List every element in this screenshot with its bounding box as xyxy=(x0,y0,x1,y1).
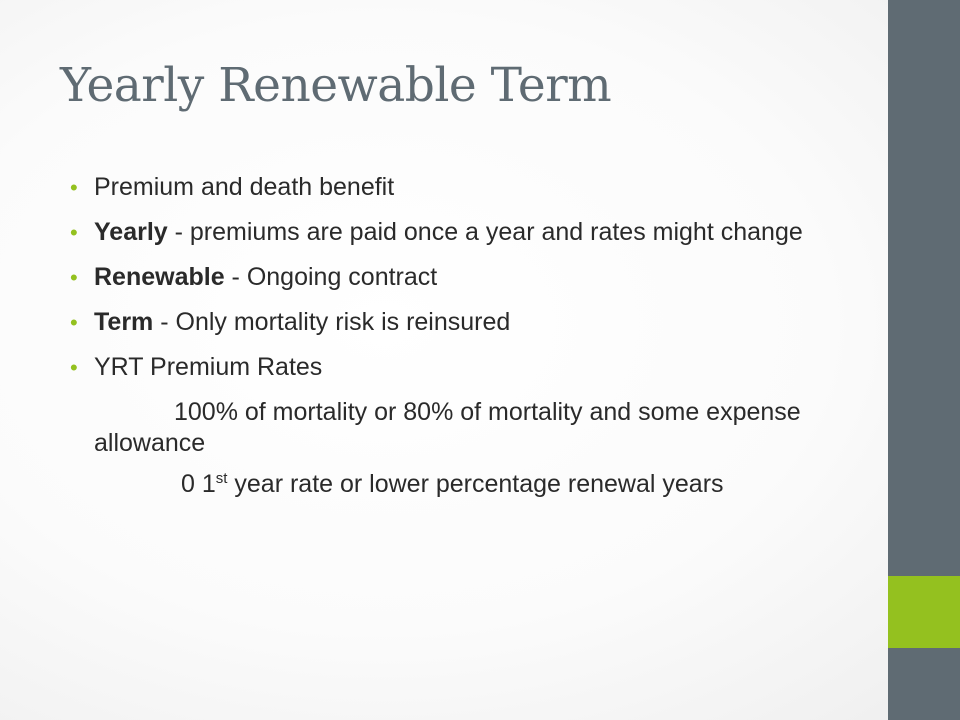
bullet-term: Term - Only mortality risk is reinsured xyxy=(70,307,840,338)
bullet-text: - Ongoing contract xyxy=(224,263,438,291)
accent-block xyxy=(888,576,960,648)
bullet-term: Term xyxy=(94,308,154,336)
bullet-renewable: Renewable - Ongoing contract xyxy=(70,262,840,293)
bullet-yearly: Yearly - premiums are paid once a year a… xyxy=(70,217,840,248)
slide-title: Yearly Renewable Term xyxy=(60,58,612,113)
bullet-text: YRT Premium Rates xyxy=(94,353,323,381)
bullet-yrt-premium-rates: YRT Premium Rates xyxy=(70,352,840,383)
sub-line-text: year rate or lower percentage renewal ye… xyxy=(227,470,724,498)
sub-line-first-year-rate: 0 1st year rate or lower percentage rene… xyxy=(70,469,840,500)
sub-line-mortality: 100% of mortality or 80% of mortality an… xyxy=(70,397,840,459)
bullet-list: Premium and death benefit Yearly - premi… xyxy=(70,172,840,510)
bullet-text: Premium and death benefit xyxy=(94,173,395,201)
bullet-premium-death-benefit: Premium and death benefit xyxy=(70,172,840,203)
bullet-text: - Only mortality risk is reinsured xyxy=(153,308,511,336)
bullet-term: Yearly xyxy=(94,218,168,246)
bullet-text: - premiums are paid once a year and rate… xyxy=(167,218,803,246)
sub-line-prefix: 0 1 xyxy=(181,470,216,498)
sub-line-text: 100% of mortality or 80% of mortality an… xyxy=(94,398,801,457)
bullet-term: Renewable xyxy=(94,263,225,291)
sub-line-superscript: st xyxy=(215,470,228,487)
